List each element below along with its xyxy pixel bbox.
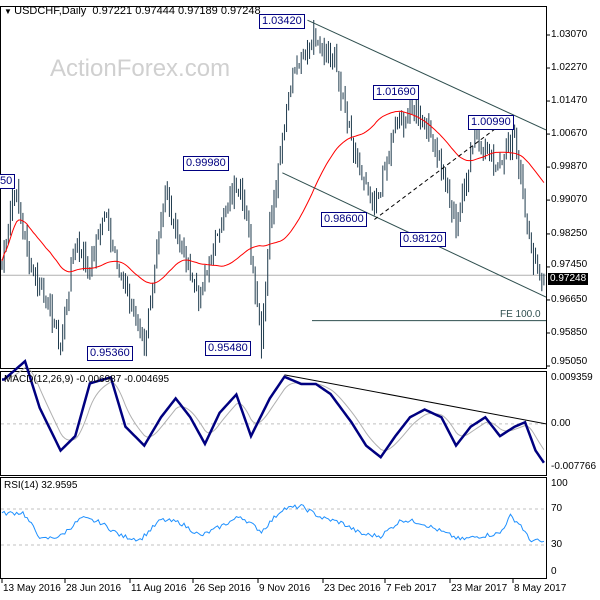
rsi-axis-label: 0 (551, 566, 557, 577)
price-axis-label: 1.01470 (551, 95, 588, 107)
macd-trendline (284, 374, 547, 425)
macd-axis-label: -0.007766 (551, 461, 597, 472)
rsi-axis-label: 100 (551, 478, 568, 489)
price-axis-label: 0.98250 (551, 227, 588, 239)
price-axis-label: 0.99870 (551, 161, 588, 173)
price-label: 0.95480 (205, 341, 251, 356)
price-axis-label: 0.95050 (551, 356, 588, 367)
chart-header: ▼ USDCHF,Daily 0.97221 0.97444 0.97189 0… (4, 5, 261, 17)
dashed-trendline (374, 121, 505, 220)
fe-label: FE 100.0 (500, 309, 541, 320)
price-label: 1.00990 (468, 115, 514, 130)
macd-axis-label: 0.009359 (551, 372, 593, 383)
price-axis-label: 0.95850 (551, 326, 588, 338)
macd-line (2, 359, 545, 464)
rsi-axis-label: 30 (551, 539, 563, 550)
symbol-label: USDCHF,Daily (14, 5, 87, 17)
date-axis-label: 28 Jun 2016 (66, 583, 122, 594)
rsi-panel-frame (0, 477, 547, 579)
date-axis-label: 23 Mar 2017 (451, 583, 508, 594)
price-axis-label: 1.02270 (551, 62, 588, 74)
date-axis-label: 13 May 2016 (3, 583, 61, 594)
macd-panel-frame (0, 371, 547, 476)
price-label: 0.99980 (183, 156, 229, 171)
current-price-tag: 0.97248 (548, 273, 589, 285)
price-label: 0.98120 (400, 232, 446, 247)
price-label: 1.03420 (259, 14, 305, 29)
rsi-line (1, 503, 545, 543)
ohlc-values: 0.97221 0.97444 0.97189 0.97248 (92, 5, 261, 17)
date-axis-label: 9 Nov 2016 (259, 583, 311, 594)
date-axis-label: 23 Dec 2016 (324, 583, 381, 594)
date-axis-label: 8 May 2017 (514, 583, 567, 594)
price-label: 1.01690 (373, 85, 419, 100)
moving-average-line (1, 110, 545, 284)
price-axis-label: 0.96650 (551, 293, 588, 305)
rsi-axis-label: 70 (551, 503, 563, 514)
date-axis-label: 7 Feb 2017 (386, 583, 437, 594)
price-label: 0.95360 (87, 346, 133, 361)
channel-trendline (307, 19, 547, 131)
dropdown-arrow-icon[interactable]: ▼ (4, 7, 15, 16)
price-axis-label: 1.03070 (551, 29, 588, 40)
rsi-title: RSI(14) 32.9595 (4, 480, 78, 491)
macd-title: MACD(12,26,9) -0.006987 -0.004695 (4, 374, 170, 385)
price-label: 50 (0, 174, 16, 189)
watermark: ActionForex.com (50, 55, 231, 82)
price-axis-label: 1.00670 (551, 128, 588, 140)
price-axis-label: 0.97450 (551, 259, 588, 270)
date-axis-label: 26 Sep 2016 (194, 583, 251, 594)
price-label: 0.98600 (321, 212, 367, 227)
macd-axis-label: 0.00 (551, 417, 571, 429)
price-axis-label: 0.99070 (551, 194, 588, 206)
date-axis-label: 11 Aug 2016 (131, 583, 187, 594)
macd-signal-line (2, 367, 545, 451)
